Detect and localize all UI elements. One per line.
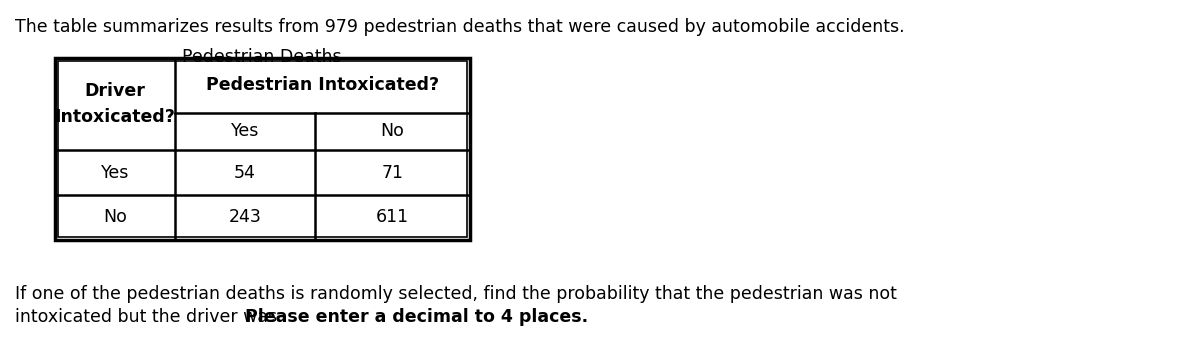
Text: 243: 243 — [228, 208, 262, 227]
Text: 54: 54 — [234, 163, 256, 182]
Text: Pedestrian Deaths: Pedestrian Deaths — [182, 48, 342, 66]
Text: Please enter a decimal to 4 places.: Please enter a decimal to 4 places. — [246, 308, 588, 326]
Text: 611: 611 — [376, 208, 409, 227]
Text: Yes: Yes — [230, 122, 259, 140]
Text: If one of the pedestrian deaths is randomly selected, find the probability that : If one of the pedestrian deaths is rando… — [14, 285, 896, 303]
Bar — [58, 61, 467, 237]
Bar — [55, 58, 470, 240]
Text: Yes: Yes — [101, 163, 130, 182]
Text: Pedestrian Intoxicated?: Pedestrian Intoxicated? — [206, 77, 439, 94]
Text: 71: 71 — [382, 163, 403, 182]
Text: The table summarizes results from 979 pedestrian deaths that were caused by auto: The table summarizes results from 979 pe… — [14, 18, 905, 36]
Text: No: No — [103, 208, 127, 227]
Text: Driver
Intoxicated?: Driver Intoxicated? — [54, 82, 175, 126]
Text: intoxicated but the driver was.: intoxicated but the driver was. — [14, 308, 288, 326]
Text: No: No — [380, 122, 404, 140]
